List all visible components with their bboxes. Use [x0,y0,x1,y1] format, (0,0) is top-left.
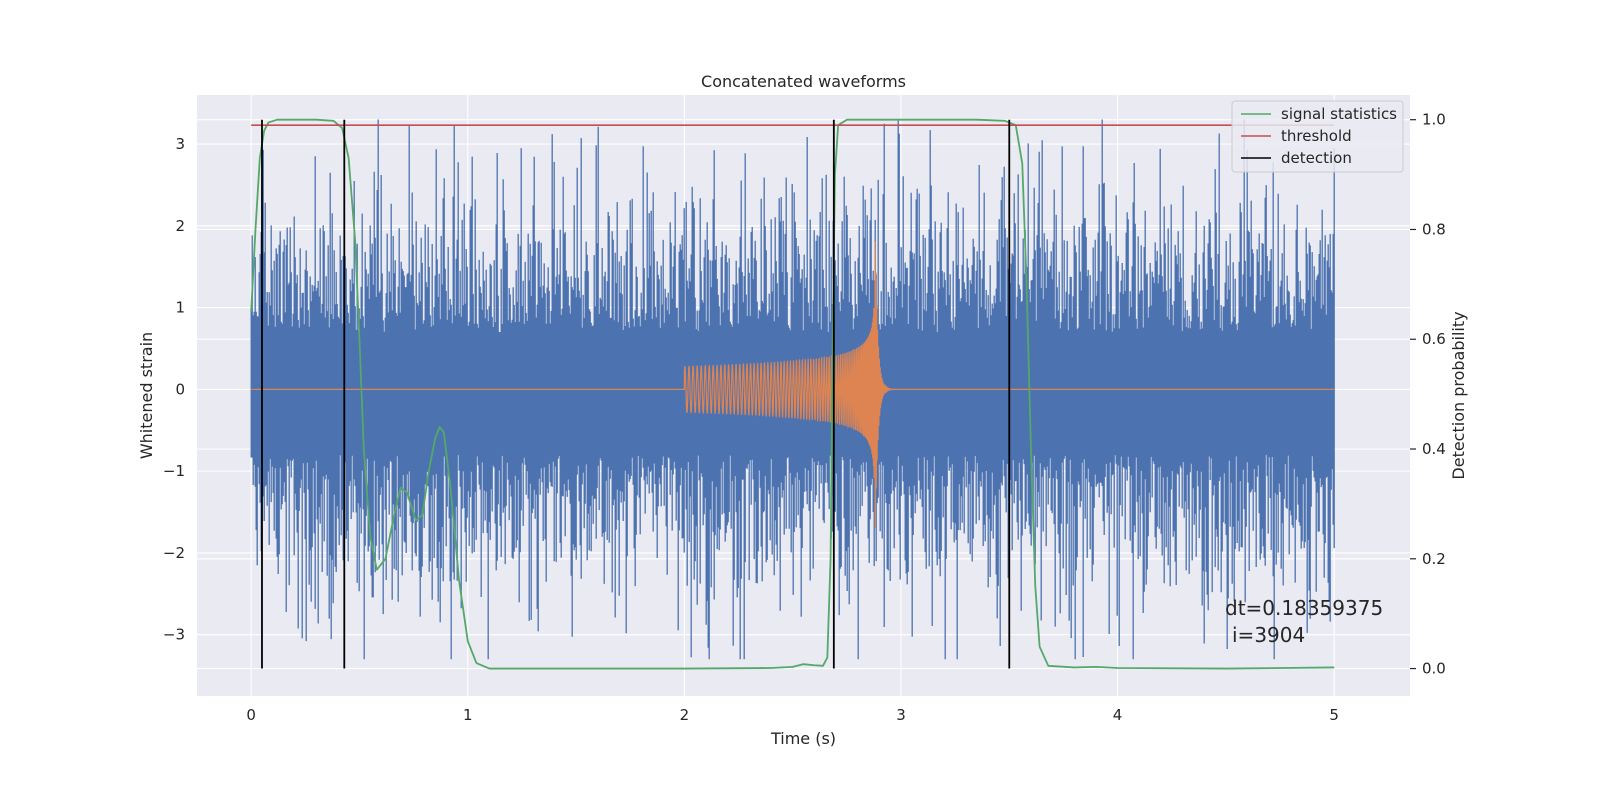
x-tick-label: 5 [1329,706,1339,724]
legend-box [1231,100,1404,173]
y-tick-label: 2 [175,217,185,235]
y2-tick-label: 0.6 [1422,330,1446,348]
signal-statistics-series [250,118,1335,670]
waveform-trace [251,241,1335,528]
legend-label-signal-statistics: signal statistics [1281,105,1397,123]
y2-tick-label: 0.2 [1422,550,1446,568]
detection-series [261,119,1011,669]
y2-tick-label: 1.0 [1422,111,1446,129]
y-tick-label: −3 [163,626,185,644]
y-axis-label: Whitened strain [137,332,156,459]
y-tick-label: 3 [175,135,185,153]
y2-tick-label: 0.0 [1422,660,1446,678]
y2-tick-label: 0.4 [1422,440,1446,458]
y2-axis-label: Detection probability [1449,311,1468,479]
y2-tick-label: 0.8 [1422,220,1446,238]
y-tick-label: −1 [163,462,185,480]
x-tick-label: 1 [463,706,473,724]
waveform-series [251,241,1335,528]
signal-statistics-line [250,118,1335,670]
y-tick-label: −2 [163,544,185,562]
y-tick-label: 1 [175,299,185,317]
strain-trace [250,119,1335,660]
annotation-dt: dt=0.18359375 [1225,596,1383,620]
chart-title: Concatenated waveforms [701,72,906,91]
axes-ticks: 0 1 2 3 4 5 −3 −2 −1 0 1 2 3 0.0 0.2 0.4 0.6 0.8 1.0 [163,111,1446,724]
x-tick-label: 0 [246,706,256,724]
x-tick-label: 2 [680,706,690,724]
annotation-index: i=3904 [1232,623,1305,647]
x-tick-label: 4 [1113,706,1123,724]
x-tick-label: 3 [896,706,906,724]
legend-label-detection: detection [1281,149,1352,167]
y-tick-label: 0 [175,380,185,398]
legend-label-threshold: threshold [1281,127,1352,145]
x-axis-label: Time (s) [770,729,836,748]
legend: signal statistics threshold detection [1231,100,1404,173]
